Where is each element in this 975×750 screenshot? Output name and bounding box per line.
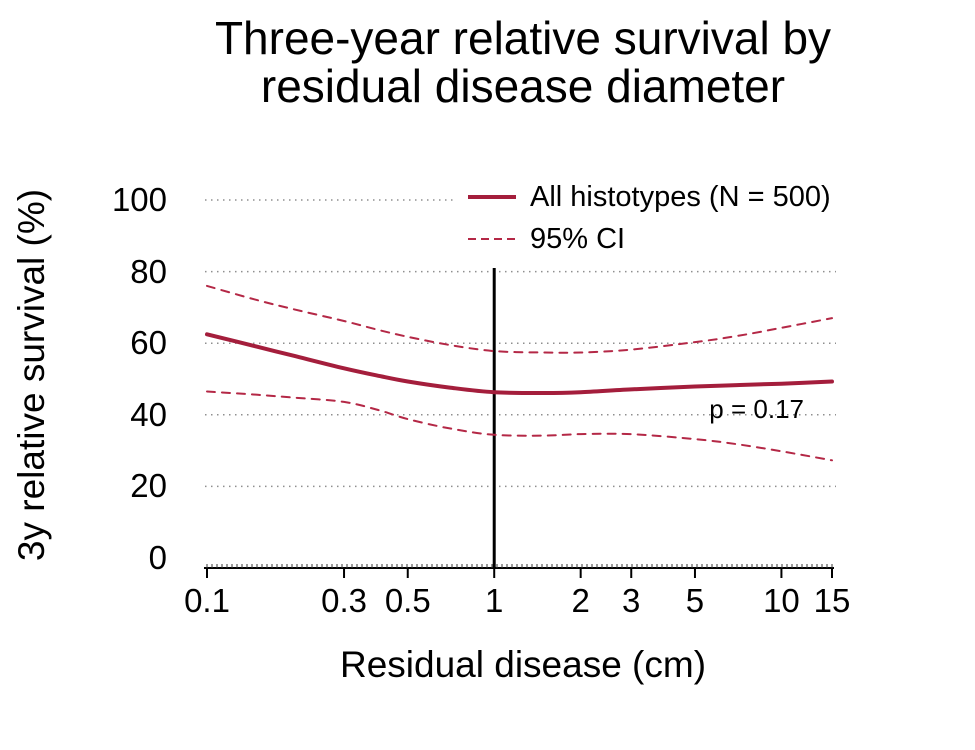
legend-item-ci: 95% CI: [456, 218, 880, 260]
x-tick-label-10: 10: [763, 582, 800, 619]
x-tick-label-5: 5: [685, 582, 705, 619]
y-tick-label-80: 80: [130, 252, 167, 290]
series-ci-upper: [206, 284, 833, 354]
y-tick-label-60: 60: [130, 324, 167, 362]
x-tick-label-15: 15: [813, 582, 851, 619]
y-tick-label-0: 0: [148, 539, 167, 576]
solid-line-key-icon: [468, 195, 516, 199]
x-tick-label-1: 1: [485, 582, 504, 619]
x-tick-label-0.1: 0.1: [184, 582, 230, 619]
x-tick-label-0.5: 0.5: [384, 582, 431, 619]
legend-item-all-histotypes: All histotypes (N = 500): [456, 176, 880, 218]
series-ci-lower: [206, 390, 833, 462]
x-tick-label-3: 3: [622, 582, 641, 619]
legend-label-all-histotypes: All histotypes (N = 500): [530, 180, 831, 213]
legend-label-ci: 95% CI: [530, 222, 626, 255]
y-tick-label-100: 100: [111, 181, 167, 218]
legend: All histotypes (N = 500) 95% CI: [456, 176, 880, 260]
chart-title: Three-year relative survival by residual…: [214, 12, 832, 112]
series-all-histotypes: [205, 332, 834, 396]
p-value-annotation: p = 0.17: [709, 393, 805, 424]
y-tick-label-20: 20: [130, 467, 167, 505]
y-tick-label-40: 40: [130, 395, 167, 433]
x-tick-label-2: 2: [571, 582, 590, 619]
x-axis-title: Residual disease (cm): [339, 644, 707, 685]
dashed-line-key-icon: [468, 238, 516, 240]
x-tick-label-0.3: 0.3: [321, 582, 367, 619]
